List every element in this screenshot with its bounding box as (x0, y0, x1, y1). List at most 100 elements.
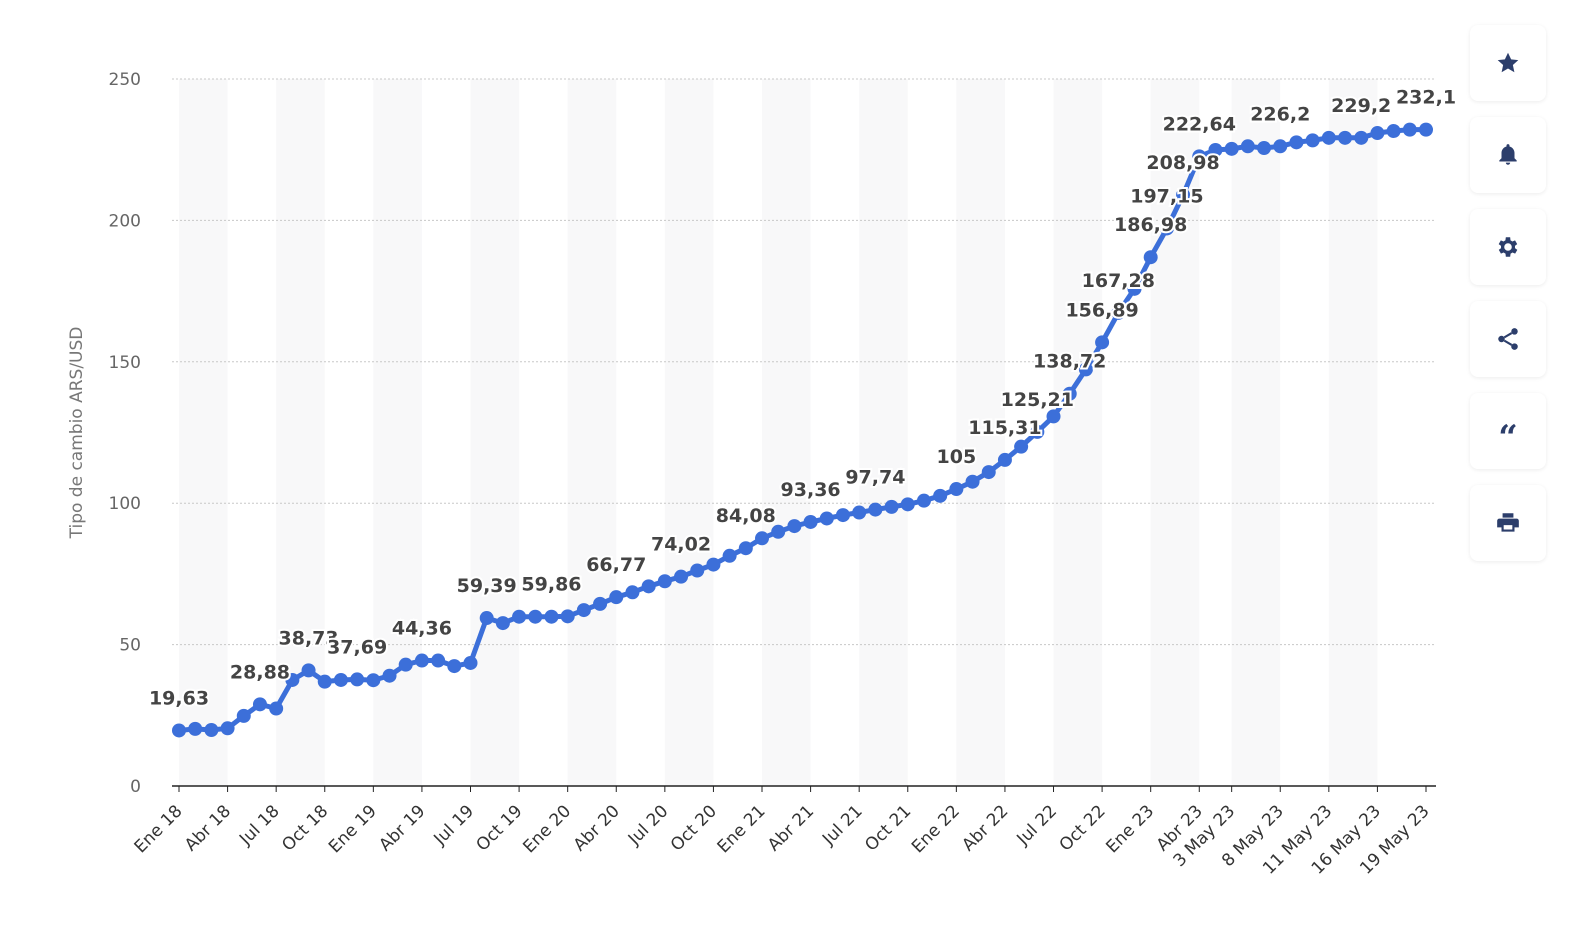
data-point (884, 499, 899, 514)
data-label: 44,36 (392, 618, 452, 640)
notification-button[interactable] (1470, 117, 1546, 193)
data-point (269, 701, 284, 716)
data-point (350, 672, 365, 687)
data-label: 222,64 (1163, 113, 1236, 135)
data-label: 167,28 (1082, 270, 1155, 292)
data-point (1289, 135, 1304, 150)
gear-icon (1498, 237, 1518, 257)
data-point (366, 673, 381, 688)
data-point (220, 721, 235, 736)
y-tick-label: 0 (130, 777, 141, 797)
data-point (1305, 133, 1320, 148)
column-band (859, 79, 908, 786)
data-point (1402, 122, 1417, 137)
data-point (1062, 386, 1077, 401)
data-label: 74,02 (651, 534, 711, 556)
y-tick-label: 250 (109, 70, 141, 90)
column-band (179, 79, 228, 786)
print-icon (1497, 513, 1519, 532)
data-point (706, 557, 721, 572)
data-point (868, 502, 883, 517)
data-point (398, 657, 413, 672)
data-point (1257, 141, 1272, 156)
y-grid: 0 50 100 150 200 250 (109, 70, 1436, 797)
favorite-button[interactable] (1470, 25, 1546, 101)
data-point (1176, 188, 1191, 203)
column-band (956, 79, 1005, 786)
data-point (431, 653, 446, 668)
y-axis-label: Tipo de cambio ARS/USD (67, 327, 87, 540)
cite-button[interactable]: “ (1470, 393, 1546, 469)
y-tick-label: 50 (119, 636, 141, 656)
data-point (1030, 424, 1045, 439)
data-point (317, 674, 332, 689)
data-point (560, 609, 575, 624)
data-point (414, 653, 429, 668)
data-point (933, 488, 948, 503)
data-point (528, 609, 543, 624)
data-point (1240, 139, 1255, 154)
column-band (762, 79, 811, 786)
data-label: 125,21 (1001, 389, 1074, 411)
data-point (641, 579, 656, 594)
data-label: 105 (937, 446, 977, 468)
data-label: 232,1 (1396, 87, 1456, 109)
data-point (301, 663, 316, 678)
data-point (1419, 122, 1433, 137)
data-point (333, 672, 348, 687)
data-label: 59,86 (521, 574, 581, 596)
data-point (1354, 130, 1369, 145)
column-band (664, 79, 714, 786)
x-tick-label: Abr 20 (570, 801, 624, 855)
data-label: 59,39 (457, 575, 517, 597)
data-point (463, 655, 478, 670)
x-tick-label: Abr 22 (958, 801, 1012, 855)
data-point (755, 531, 770, 546)
data-label: 186,98 (1114, 214, 1187, 236)
share-button[interactable] (1470, 301, 1546, 377)
data-label: 37,69 (327, 636, 387, 658)
data-point (236, 708, 251, 723)
data-point (981, 465, 996, 480)
data-label: 97,74 (845, 467, 905, 489)
data-label: 197,15 (1130, 185, 1203, 207)
data-point (1127, 281, 1142, 296)
data-point (1224, 141, 1239, 156)
x-tick-label: Jul 18 (235, 801, 283, 849)
data-point (771, 524, 786, 539)
data-point (690, 563, 705, 578)
data-label: 229,2 (1331, 95, 1391, 117)
data-point (738, 541, 753, 556)
data-point (900, 497, 915, 512)
y-tick-label: 150 (109, 353, 141, 373)
data-point (512, 609, 527, 624)
data-point (1208, 142, 1223, 157)
data-point (1321, 130, 1336, 145)
data-point (1159, 221, 1174, 236)
x-tick-label: Jul 21 (818, 801, 866, 849)
print-button[interactable] (1470, 485, 1546, 561)
x-tick-label: Ene 21 (714, 801, 770, 857)
x-tick-label: Oct 18 (278, 801, 332, 855)
data-label: 28,88 (230, 661, 290, 683)
data-point (1111, 305, 1126, 320)
x-tick-label: Oct 21 (861, 801, 915, 855)
data-point (576, 603, 591, 618)
settings-button[interactable] (1470, 209, 1546, 285)
x-tick-label: Abr 21 (764, 801, 818, 855)
data-point (819, 511, 834, 526)
column-band (1053, 79, 1103, 786)
data-point (997, 452, 1012, 467)
x-tick-label: Ene 20 (519, 801, 575, 857)
data-point (852, 505, 867, 520)
data-point (787, 519, 802, 534)
data-point (593, 596, 608, 611)
x-tick-label: Jul 20 (624, 801, 672, 849)
data-point (1095, 335, 1110, 350)
data-point (1273, 139, 1288, 154)
data-point (965, 474, 980, 489)
x-tick-label: Jul 22 (1013, 801, 1061, 849)
data-point (674, 569, 689, 584)
x-tick-label: Abr 19 (375, 801, 429, 855)
series-points (172, 122, 1433, 738)
